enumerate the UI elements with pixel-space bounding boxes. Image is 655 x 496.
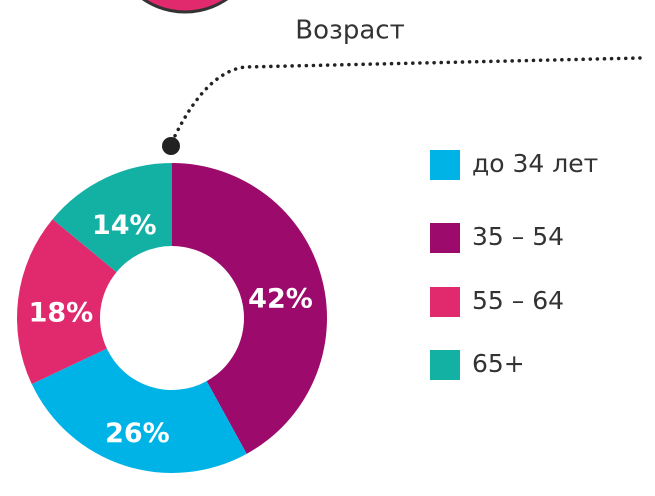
donut-slice [52,163,172,273]
donut-slice [17,219,117,384]
dotted-connector [170,56,642,144]
slice-label: 42% [248,284,313,315]
legend-label: 35 – 54 [472,222,564,251]
legend-label: 55 – 64 [472,286,564,315]
decor-circle [141,0,229,14]
chart-title: Возраст [295,16,404,46]
legend-swatch [430,287,460,317]
legend-label: 65+ [472,349,525,378]
legend-swatch [430,150,460,180]
slice-label: 14% [92,210,157,241]
legend-swatch [430,350,460,380]
slice-label: 18% [29,297,94,328]
legend-swatch [430,223,460,253]
slice-label: 26% [105,418,170,449]
donut-slice [172,163,328,454]
legend-label: до 34 лет [472,149,598,178]
donut-slice [31,348,247,473]
connector-dot [162,137,180,155]
